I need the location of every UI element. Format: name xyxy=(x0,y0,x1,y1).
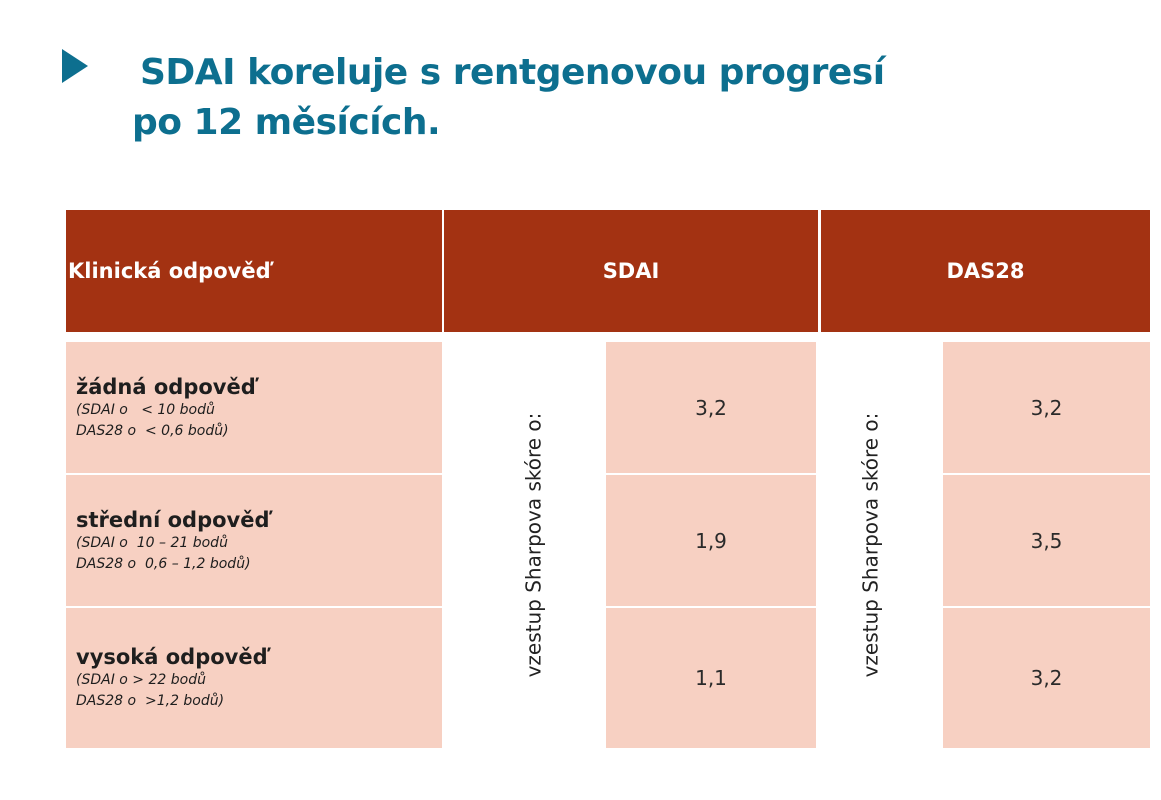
row-no-response-label: žádná odpověď (SDAI o < 10 bodů DAS28 o … xyxy=(66,342,442,473)
sdai-value-moderate-response: 1,9 xyxy=(606,475,816,606)
title-line-2: po 12 měsících. xyxy=(132,102,441,143)
response-name: vysoká odpověď xyxy=(76,645,268,669)
sharp-score-increase-label: vzestup Sharpova skóre o: xyxy=(521,412,545,678)
header-sdai: SDAI xyxy=(444,210,818,332)
sdai-value-no-response: 3,2 xyxy=(606,342,816,473)
sdai-value-high-response: 1,1 xyxy=(606,608,816,748)
title-line-1: SDAI koreluje s rentgenovou progresí xyxy=(140,52,885,93)
das28-value-high-response: 3,2 xyxy=(943,608,1150,748)
response-note: (SDAI o > 22 bodů DAS28 o >1,2 bodů) xyxy=(76,672,225,709)
triangle-bullet-icon xyxy=(62,49,88,83)
slide-title-block: SDAI koreluje s rentgenovou progresí po … xyxy=(62,40,1112,170)
response-note: (SDAI o < 10 bodů DAS28 o < 0,6 bodů) xyxy=(76,401,229,439)
response-note: (SDAI o 10 – 21 bodů DAS28 o 0,6 – 1,2 b… xyxy=(76,534,251,572)
sdai-vertical-label: vzestup Sharpova skóre o: xyxy=(506,340,560,750)
header-das28: DAS28 xyxy=(821,210,1150,332)
das28-vertical-label: vzestup Sharpova skóre o: xyxy=(843,340,897,750)
response-table: Klinická odpověď SDAI DAS28 žádná odpově… xyxy=(66,210,1150,750)
das28-value-moderate-response: 3,5 xyxy=(943,475,1150,606)
slide-title: SDAI koreluje s rentgenovou progresí po … xyxy=(132,48,885,148)
response-name: žádná odpověď xyxy=(76,374,256,399)
header-clinical-response: Klinická odpověď xyxy=(66,210,442,332)
row-moderate-response-label: střední odpověď (SDAI o 10 – 21 bodů DAS… xyxy=(66,475,442,606)
row-high-response-label: vysoká odpověď (SDAI o > 22 bodů DAS28 o… xyxy=(66,608,442,748)
response-name: střední odpověď xyxy=(76,507,270,532)
sharp-score-increase-label: vzestup Sharpova skóre o: xyxy=(858,412,882,678)
das28-value-no-response: 3,2 xyxy=(943,342,1150,473)
